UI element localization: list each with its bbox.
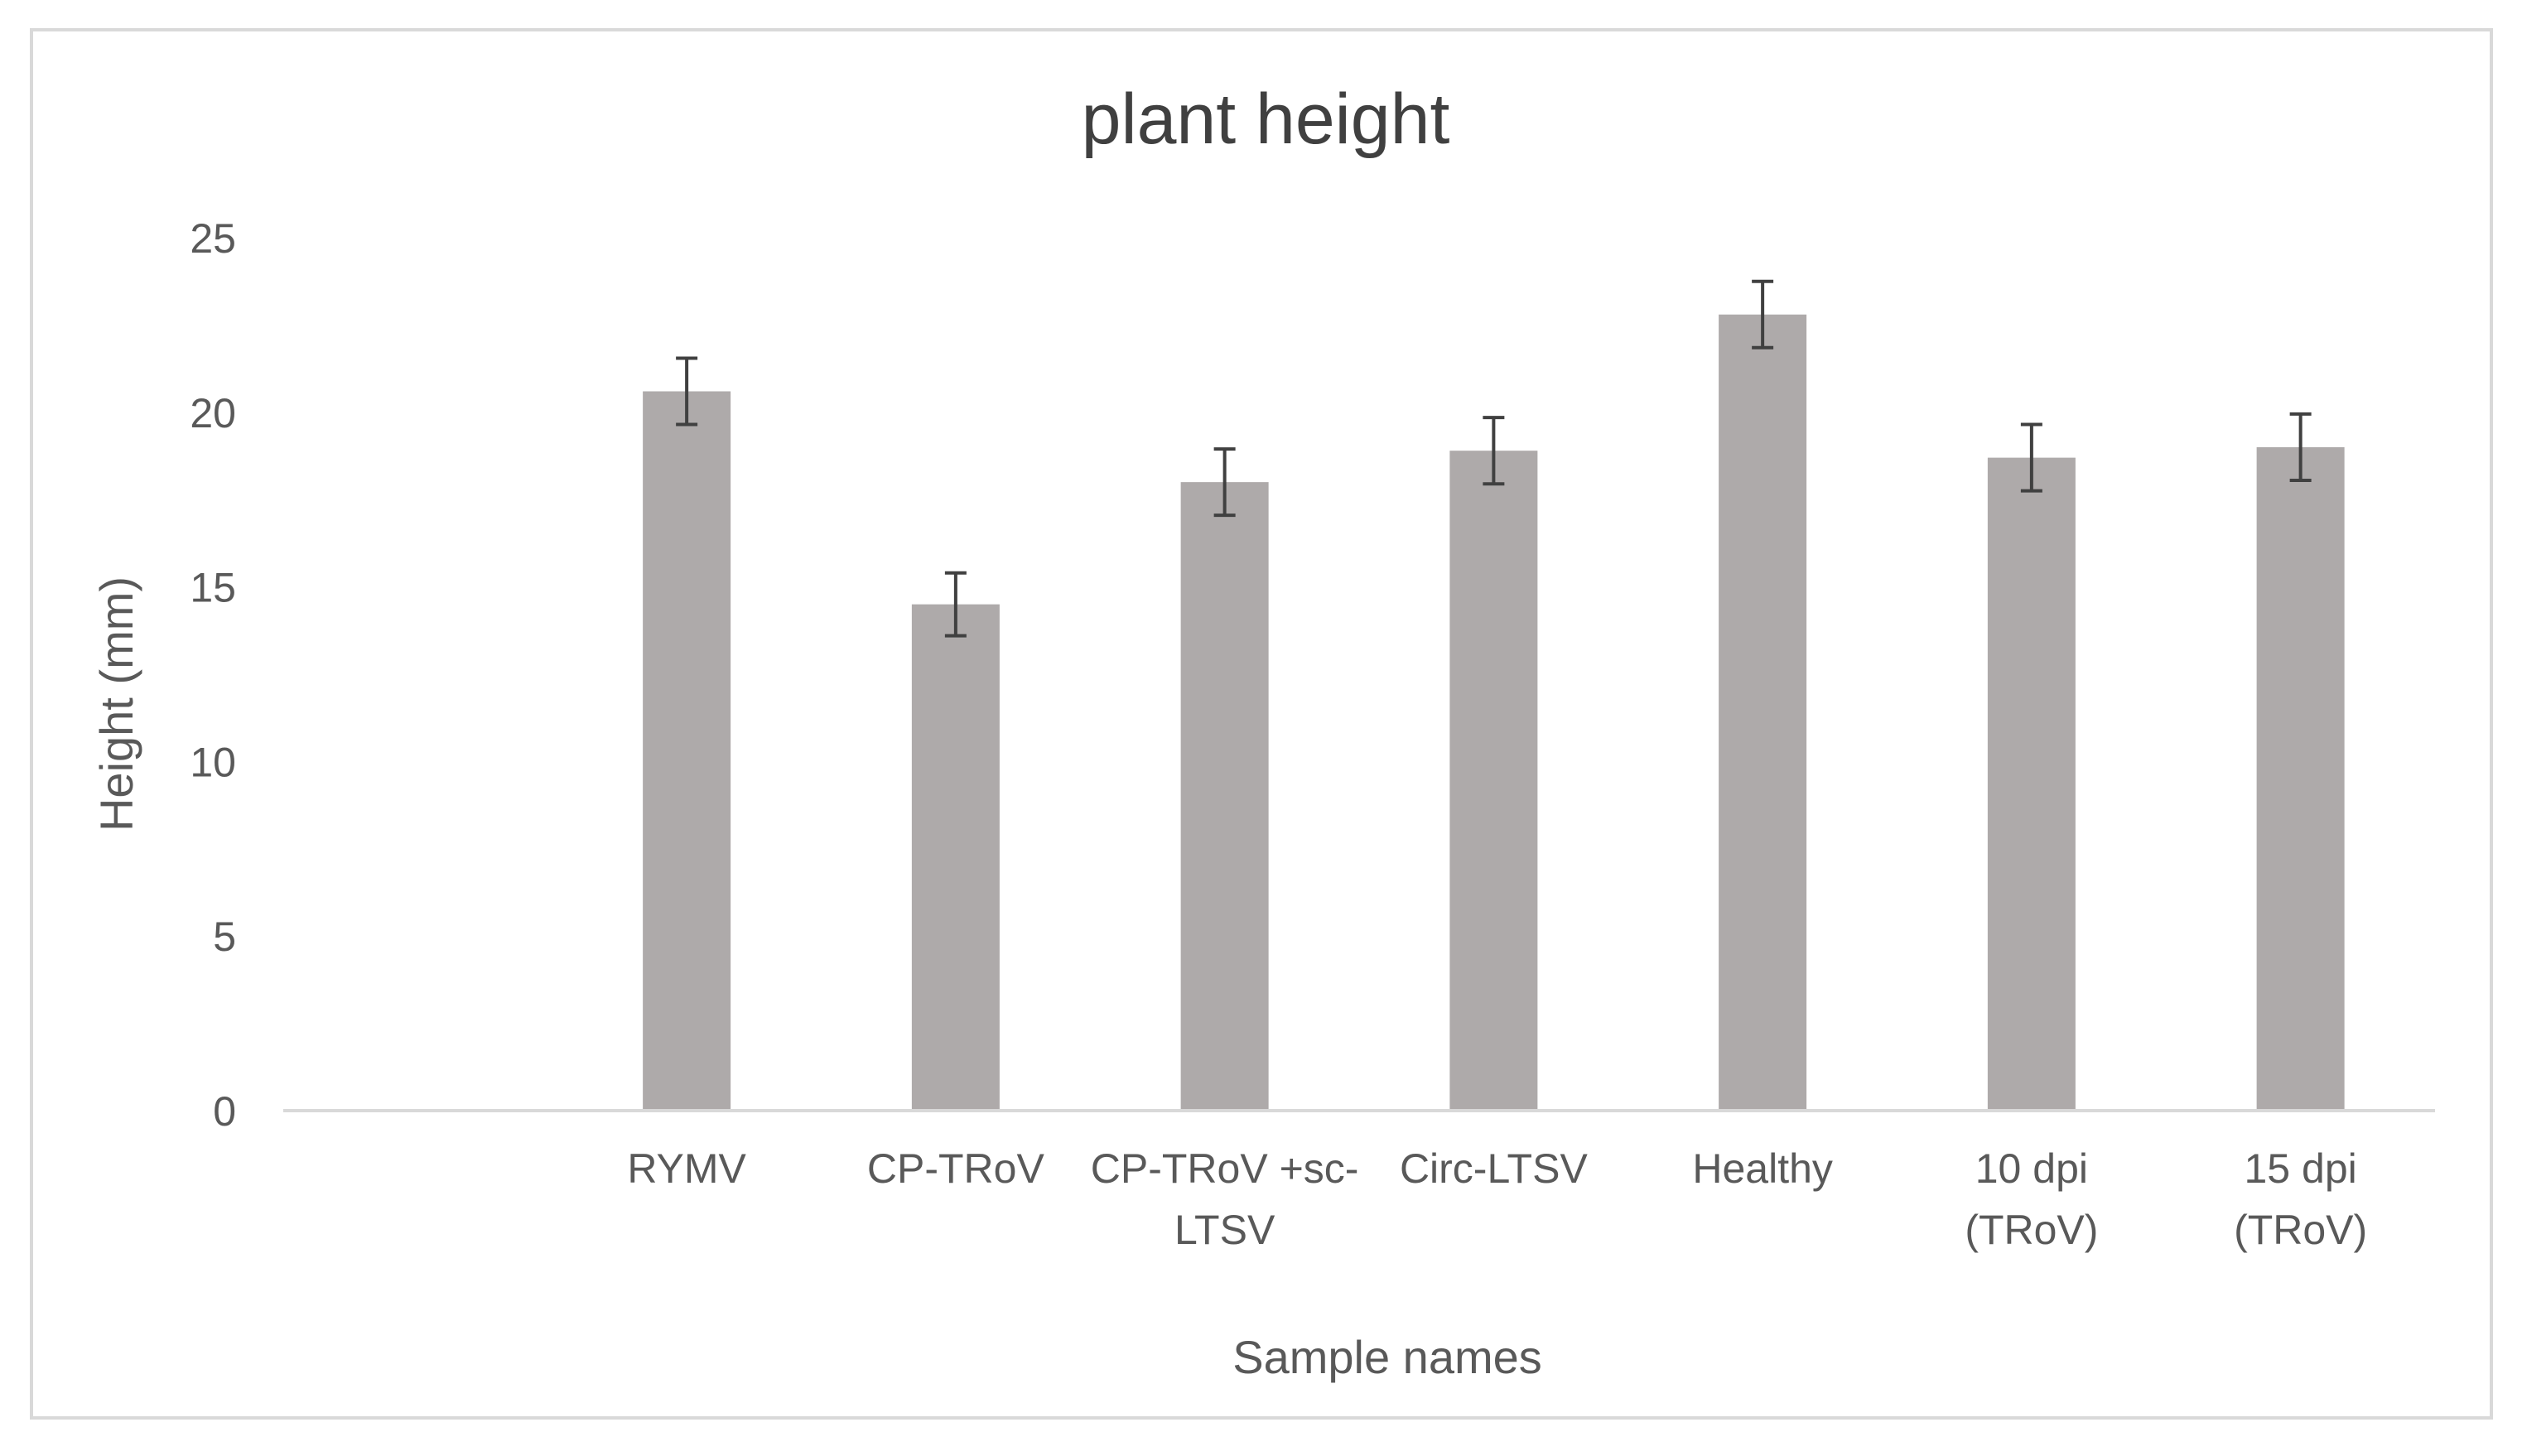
bar — [1180, 482, 1269, 1111]
x-tick-label: Healthy — [1692, 1145, 1833, 1192]
bar — [1449, 451, 1538, 1111]
y-tick-label: 15 — [190, 565, 236, 611]
x-tick-label: 10 dpi — [1975, 1145, 2088, 1192]
y-tick-label: 25 — [190, 215, 236, 262]
x-tick-label: CP-TRoV — [867, 1145, 1045, 1192]
x-tick-label: (TRoV) — [1965, 1207, 2098, 1253]
x-tick-label: 15 dpi — [2245, 1145, 2357, 1192]
x-tick-label: Circ-LTSV — [1400, 1145, 1589, 1192]
bar — [1719, 314, 1807, 1111]
x-axis-title: Sample names — [1232, 1331, 1542, 1383]
y-tick-label: 0 — [213, 1088, 236, 1135]
bar — [911, 604, 1000, 1111]
y-tick-label: 20 — [190, 390, 236, 436]
bar-chart: plant height Height (mm) Sample names 0 5… — [90, 80, 2435, 1383]
x-tick-label: LTSV — [1174, 1207, 1275, 1253]
chart-frame: plant height Height (mm) Sample names 0 5… — [30, 28, 2493, 1420]
bar — [643, 391, 731, 1111]
x-tick-label: (TRoV) — [2234, 1207, 2367, 1253]
bar — [2256, 446, 2345, 1111]
y-tick-label: 10 — [190, 739, 236, 785]
plot-area: 0 5 10 15 20 25 RYMV CP-TRoV CP-TRoV +sc- LTSV Cir… — [190, 215, 2435, 1253]
x-tick-label: CP-TRoV +sc- — [1091, 1145, 1359, 1192]
bar — [1987, 457, 2076, 1111]
y-tick-label: 5 — [213, 914, 236, 960]
chart-title: plant height — [1082, 80, 1450, 159]
y-axis-title: Height (mm) — [90, 576, 142, 832]
x-tick-label: RYMV — [627, 1145, 746, 1192]
